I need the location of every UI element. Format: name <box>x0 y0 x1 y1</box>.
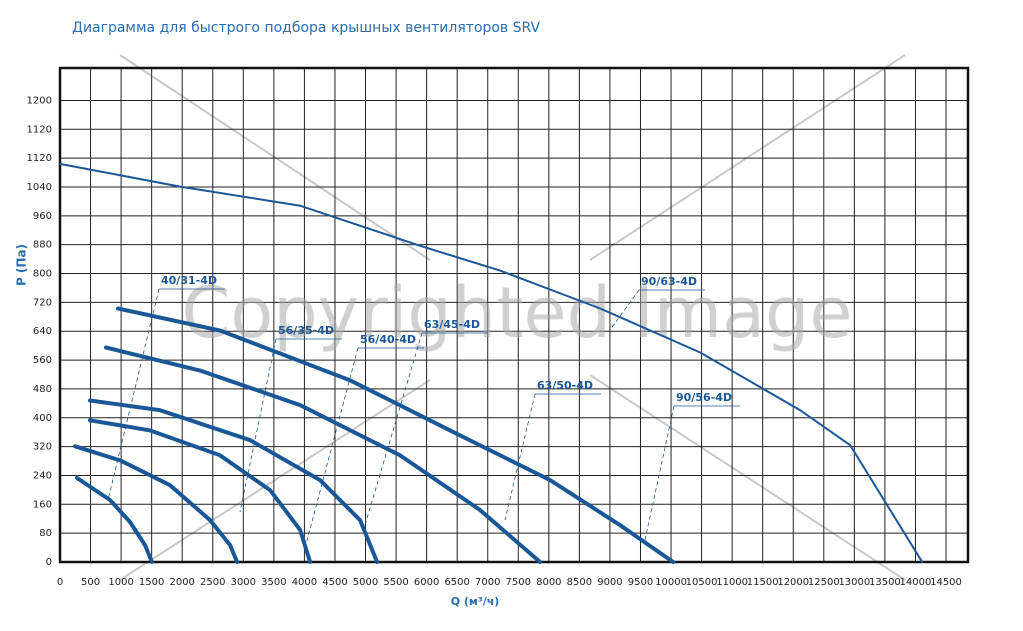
y-tick-label: 560 <box>33 355 52 366</box>
leader-line <box>504 393 536 521</box>
chart-title: Диаграмма для быстрого подбора крышных в… <box>72 20 540 36</box>
series-label: 56/35-4D <box>278 324 334 337</box>
x-axis-title: Q (м³/ч) <box>451 595 500 608</box>
x-tick-label: 2500 <box>200 577 225 588</box>
y-tick-label: 960 <box>33 211 52 222</box>
curve <box>88 398 380 564</box>
x-tick-label: 7000 <box>475 577 500 588</box>
y-tick-label: 880 <box>33 240 52 251</box>
y-tick-label: 400 <box>33 413 52 424</box>
x-tick-label: 2000 <box>169 577 194 588</box>
y-tick-label: 720 <box>33 297 52 308</box>
y-tick-label: 800 <box>33 269 52 280</box>
x-tick-label: 9000 <box>597 577 622 588</box>
leader-line <box>304 347 359 549</box>
x-tick-label: 12500 <box>808 577 840 588</box>
y-axis-title: P (Па) <box>15 244 29 286</box>
x-tick-label: 14500 <box>930 577 962 588</box>
x-tick-label: 0 <box>57 577 63 588</box>
y-tick-label: 320 <box>33 442 52 453</box>
x-tick-label: 5000 <box>353 577 378 588</box>
y-tick-label: 240 <box>33 470 52 481</box>
x-tick-label: 500 <box>81 577 100 588</box>
x-tick-label: 6000 <box>414 577 439 588</box>
y-tick-label: 1120 <box>27 153 52 164</box>
y-tick-label: 80 <box>39 528 52 539</box>
curve <box>88 418 313 564</box>
y-tick-label: 640 <box>33 326 52 337</box>
y-tick-label: 160 <box>33 499 52 510</box>
x-tick-label: 8500 <box>567 577 592 588</box>
series-label: 90/56-4D <box>676 391 732 404</box>
curve <box>59 162 924 563</box>
x-tick-label: 1000 <box>108 577 133 588</box>
x-tick-label: 3000 <box>231 577 256 588</box>
series-label: 63/45-4D <box>424 318 480 331</box>
x-tick-label: 8000 <box>536 577 561 588</box>
x-tick-label: 11000 <box>716 577 748 588</box>
y-tick-label: 480 <box>33 384 52 395</box>
series-label: 63/50-4D <box>537 379 593 392</box>
x-tick-label: 3500 <box>261 577 286 588</box>
curve <box>73 444 240 564</box>
series-label: 90/63-4D <box>641 275 697 288</box>
curve <box>75 476 154 564</box>
leader-line <box>644 405 675 541</box>
y-tick-label: 1120 <box>27 124 52 135</box>
leader-line <box>364 332 423 526</box>
watermark-lines <box>119 54 906 581</box>
watermark: Copyrighted Image <box>181 272 852 354</box>
x-tick-label: 13500 <box>869 577 901 588</box>
leader-line <box>609 289 640 331</box>
leader-line <box>107 288 160 501</box>
curve <box>116 306 676 564</box>
x-tick-label: 10000 <box>655 577 687 588</box>
x-tick-label: 12000 <box>777 577 809 588</box>
x-tick-label: 13000 <box>838 577 870 588</box>
x-tick-label: 1500 <box>139 577 164 588</box>
series-label: 56/40-4D <box>360 333 416 346</box>
leader-line <box>239 338 277 513</box>
curve <box>104 345 543 564</box>
y-tick-label: 1200 <box>27 95 52 106</box>
plot-frame <box>58 66 970 564</box>
x-tick-label: 5500 <box>383 577 408 588</box>
y-tick-label: 0 <box>46 557 52 568</box>
x-tick-label: 9500 <box>628 577 653 588</box>
y-tick-label: 1040 <box>27 182 52 193</box>
x-tick-label: 6500 <box>444 577 469 588</box>
x-tick-label: 4500 <box>322 577 347 588</box>
x-tick-label: 10500 <box>686 577 718 588</box>
x-tick-label: 14000 <box>900 577 932 588</box>
series-label: 40/31-4D <box>161 274 217 287</box>
x-tick-label: 4000 <box>292 577 317 588</box>
x-tick-label: 11500 <box>747 577 779 588</box>
x-tick-label: 7500 <box>506 577 531 588</box>
